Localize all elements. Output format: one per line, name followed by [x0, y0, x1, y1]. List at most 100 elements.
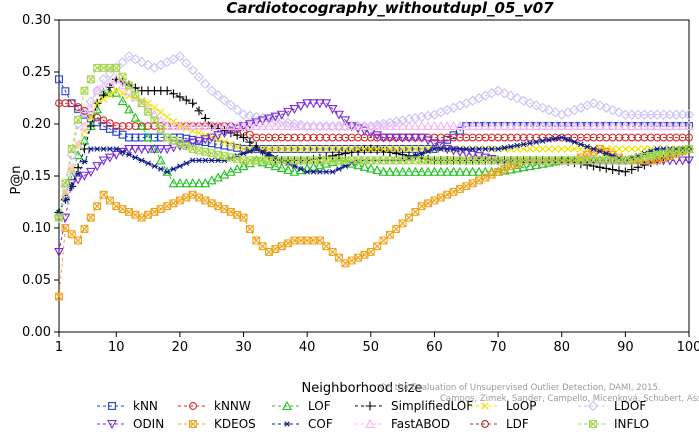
legend-label-ldof: LDOF: [614, 399, 646, 413]
data-point-fastabod: [664, 120, 675, 131]
data-point-simplifiedlof: [589, 161, 598, 171]
legend-label-ldf: LDF: [506, 417, 529, 431]
data-point-cof: [163, 169, 171, 175]
legend-marker-loop: [481, 402, 489, 410]
data-point-cof: [297, 166, 305, 172]
data-point-kdeos: [303, 236, 312, 245]
data-point-odin: [79, 171, 90, 181]
data-point-fastabod: [85, 103, 96, 113]
data-point-knn: [55, 75, 63, 84]
data-point-kdeos: [99, 190, 108, 199]
data-point-simplifiedlof: [627, 165, 637, 174]
data-point-inflo: [150, 116, 159, 125]
data-point-lof: [124, 104, 134, 114]
legend-marker-cof: [283, 421, 291, 427]
legend-marker-odin: [107, 420, 117, 430]
data-point-odin: [149, 145, 160, 155]
data-point-fastabod: [505, 120, 516, 131]
data-point-odin: [391, 133, 402, 143]
data-point-fastabod: [391, 120, 402, 131]
data-point-fastabod: [448, 120, 459, 131]
data-point-odin: [264, 114, 274, 124]
credit-text: On the Evaluation of Unsupervised Outlie…: [380, 383, 699, 404]
data-point-kdeos: [195, 193, 203, 202]
data-point-cof: [437, 146, 445, 152]
y-tick-label: 0.25: [22, 65, 51, 80]
data-point-fastabod: [594, 120, 605, 131]
data-point-cof: [494, 146, 502, 152]
data-point-fastabod: [372, 120, 383, 131]
data-point-odin: [461, 149, 472, 159]
data-point-kdeos: [131, 210, 140, 219]
data-point-ldof: [142, 59, 154, 71]
data-point-odin: [143, 145, 154, 155]
data-point-lof: [200, 178, 211, 188]
data-point-knn: [118, 130, 127, 139]
data-point-fastabod: [384, 120, 395, 131]
data-point-fastabod: [155, 115, 166, 125]
credit-line: On the Evaluation of Unsupervised Outlie…: [380, 383, 661, 393]
data-point-odin: [155, 145, 166, 155]
data-point-lof: [359, 161, 370, 171]
data-point-ldof: [537, 102, 548, 113]
data-point-kdeos: [347, 256, 356, 265]
data-point-kdeos: [55, 292, 63, 301]
data-point-lof: [174, 178, 185, 188]
data-point-fastabod: [404, 120, 414, 131]
data-point-simplifiedlof: [194, 106, 204, 116]
legend-label-fastabod: FastABOD: [391, 417, 450, 431]
data-point-ldof: [149, 62, 160, 74]
data-point-kdeos: [379, 236, 388, 245]
data-point-fastabod: [264, 120, 274, 131]
data-point-ldof: [550, 107, 561, 118]
data-point-kdeos: [239, 213, 248, 222]
data-point-simplifiedlof: [398, 150, 408, 160]
y-tick-label: 0.10: [22, 221, 51, 236]
data-point-cof: [125, 151, 133, 158]
data-point-odin: [397, 133, 408, 143]
data-point-kdeos: [290, 236, 299, 245]
legend-marker-knn: [108, 402, 116, 410]
data-point-cof: [322, 169, 330, 175]
data-point-simplifiedlof: [239, 133, 248, 142]
data-point-loop: [118, 89, 127, 98]
data-point-kdeos: [449, 187, 458, 196]
data-point-odin: [244, 120, 255, 130]
data-point-ldof: [543, 104, 555, 116]
data-point-loop: [258, 145, 267, 153]
data-point-odin: [66, 179, 77, 189]
data-point-odin: [270, 112, 281, 122]
credit-authors: Campos, Zimek, Sander, Campello, Micenko…: [440, 394, 699, 404]
data-point-lof: [308, 161, 319, 171]
data-point-lof: [289, 166, 300, 176]
axis-ticks: 1 10 20 30 40 50 60 70 80 90 100 0.00 0.05 0.10 0.15 0.…: [22, 13, 699, 355]
data-point-odin: [384, 133, 395, 143]
data-point-inflo: [685, 145, 693, 153]
data-point-kdeos: [226, 207, 235, 216]
data-point-kdeos: [430, 196, 439, 205]
data-point-ldof: [289, 118, 300, 129]
data-point-odin: [334, 110, 344, 120]
data-point-fastabod: [232, 120, 243, 131]
data-point-kdeos: [144, 210, 153, 219]
data-point-loop: [354, 145, 362, 153]
data-point-loop: [398, 145, 407, 153]
data-point-lof: [416, 166, 427, 176]
data-point-cof: [106, 146, 114, 152]
x-tick-label: 40: [299, 340, 316, 355]
legend-item-cof: COF: [272, 417, 333, 431]
data-point-kdeos: [322, 242, 331, 251]
data-point-odin: [289, 104, 300, 115]
data-point-fastabod: [79, 121, 90, 131]
data-point-fastabod: [652, 120, 663, 131]
data-point-loop: [150, 103, 159, 112]
data-point-kdeos: [125, 207, 133, 216]
data-point-lof: [518, 162, 529, 172]
data-point-fastabod: [365, 120, 376, 131]
data-point-cof: [265, 151, 273, 158]
data-point-fastabod: [620, 120, 631, 131]
data-point-kdeos: [335, 253, 343, 262]
data-point-lof: [423, 166, 434, 176]
data-point-fastabod: [117, 80, 128, 90]
data-point-odin: [314, 99, 325, 109]
